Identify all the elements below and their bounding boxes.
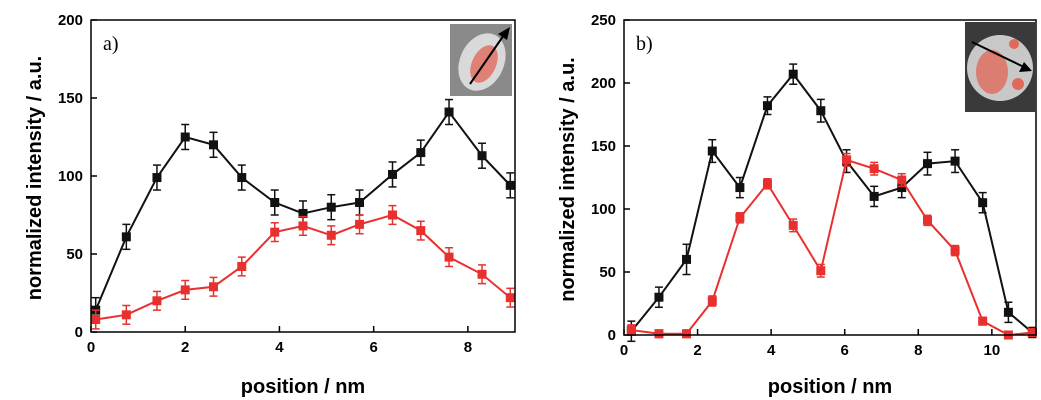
marker [762,179,772,189]
marker [735,213,745,223]
marker [355,198,365,208]
marker [270,227,280,237]
panel-label: a) [103,33,119,55]
marker [444,107,454,117]
panel-label: b) [636,33,653,55]
marker [816,106,826,116]
marker [152,173,162,183]
marker [477,269,487,279]
marker [978,316,988,326]
series-line [631,158,1033,337]
x-tick-label: 4 [767,342,776,359]
y-tick-label: 100 [58,168,83,185]
marker [444,252,454,262]
x-tick-label: 0 [87,339,95,356]
marker [1003,307,1013,317]
x-tick-label: 2 [693,342,701,359]
x-tick-label: 4 [275,339,284,356]
plot-frame [90,19,516,333]
marker [355,219,365,229]
marker [788,69,798,79]
plot-frame [623,19,1037,336]
marker [505,293,515,303]
marker [326,202,336,212]
y-tick-label: 200 [591,75,616,92]
x-tick-label: 0 [620,342,628,359]
y-tick-label: 0 [75,324,83,341]
marker [950,246,960,256]
marker [707,146,717,156]
x-tick-label: 8 [464,339,472,356]
marker [298,221,308,231]
marker [707,296,717,306]
marker [950,156,960,166]
marker [869,191,879,201]
y-tick-label: 50 [66,246,83,263]
x-axis-label: position / nm [768,376,892,398]
marker [654,292,664,302]
marker [682,254,692,264]
marker [897,183,907,193]
y-tick-label: 200 [58,12,83,29]
y-tick-label: 50 [599,264,616,281]
marker [270,198,280,208]
marker [626,325,636,335]
y-axis-label: normalized intensity / a.u. [557,57,579,302]
series-line [630,72,1033,334]
y-tick-label: 0 [608,327,616,344]
x-tick-label: 10 [984,342,1001,359]
x-axis-label: position / nm [241,376,365,398]
marker [1027,327,1037,337]
marker [237,261,247,271]
marker [505,180,515,190]
marker [788,220,798,230]
marker [869,164,879,174]
marker [298,208,308,218]
y-tick-label: 150 [58,90,83,107]
y-axis-label: normalized intensity / a.u. [24,56,46,301]
marker [208,282,218,292]
marker [682,329,692,339]
marker [180,132,190,142]
x-tick-label: 6 [369,339,377,356]
marker [416,226,426,236]
inset-image [450,24,512,96]
marker [654,329,664,339]
marker [762,101,772,111]
marker [922,215,932,225]
marker [388,210,398,220]
marker [152,296,162,306]
x-tick-label: 2 [181,339,189,356]
marker [816,266,826,276]
inset-image [965,22,1035,112]
marker [91,315,101,325]
x-tick-label: 6 [841,342,849,359]
y-tick-label: 100 [591,201,616,218]
marker [477,151,487,161]
marker [842,155,852,165]
marker [416,148,426,158]
marker [922,159,932,169]
marker [326,230,336,240]
marker [121,232,131,242]
y-tick-label: 250 [591,12,616,29]
marker [388,169,398,179]
marker [180,285,190,295]
y-tick-label: 150 [591,138,616,155]
marker [208,140,218,150]
marker [735,183,745,193]
marker [978,198,988,208]
marker [897,175,907,185]
x-tick-label: 8 [914,342,922,359]
marker [237,173,247,183]
marker [121,310,131,320]
